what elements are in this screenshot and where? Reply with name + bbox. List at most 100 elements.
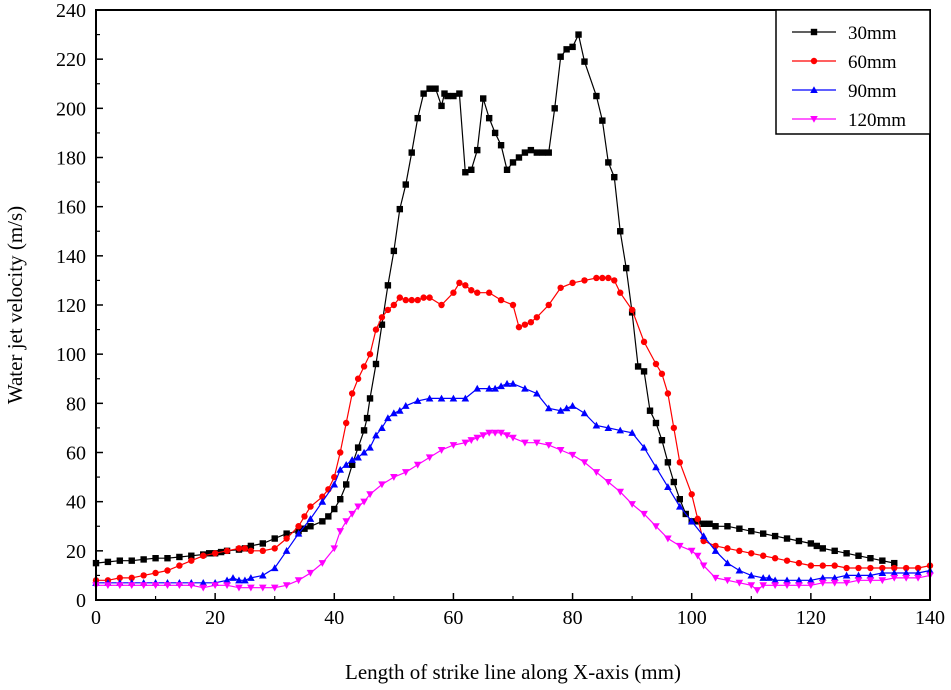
data-point-60mm [664, 390, 672, 397]
data-point-60mm [420, 294, 427, 301]
data-point-30mm [188, 552, 195, 559]
data-point-90mm [604, 424, 613, 431]
legend-box [775, 9, 931, 135]
data-point-120mm [390, 474, 398, 481]
data-point-60mm [760, 552, 767, 559]
data-point-90mm [854, 571, 863, 579]
data-point-30mm [736, 525, 743, 532]
data-point-120mm [127, 582, 136, 590]
legend: 30mm 60mm 90mm 120mm [775, 9, 931, 135]
data-point-90mm [372, 431, 380, 439]
data-point-90mm [640, 443, 648, 451]
data-point-30mm [474, 146, 481, 154]
data-point-90mm [866, 571, 875, 579]
data-point-30mm [360, 427, 368, 434]
data-point-60mm [891, 564, 898, 572]
x-tick-label: 120 [796, 607, 826, 629]
data-point-60mm [116, 574, 124, 582]
y-tick-label: 160 [56, 197, 86, 219]
data-point-60mm [831, 562, 838, 569]
data-point-30mm [128, 557, 135, 564]
data-point-60mm [319, 493, 326, 500]
data-point-30mm [372, 360, 380, 368]
data-point-60mm [724, 545, 731, 552]
x-tick-label: 80 [563, 607, 583, 629]
legend-entry-90mm: 90mm [792, 81, 897, 102]
data-point-30mm [325, 513, 332, 520]
data-point-120mm [521, 439, 529, 447]
y-tick-label: 40 [66, 492, 86, 514]
data-point-120mm [580, 459, 589, 467]
data-point-30mm [438, 102, 445, 110]
data-point-60mm [569, 279, 576, 287]
data-point-60mm [879, 564, 886, 572]
data-point-30mm [247, 542, 255, 550]
data-point-30mm [396, 205, 404, 213]
data-point-90mm [199, 578, 208, 586]
data-point-60mm [396, 294, 404, 301]
data-point-60mm [748, 550, 755, 557]
data-point-60mm [360, 363, 368, 370]
legend-entry-60mm: 60mm [792, 52, 897, 73]
data-point-120mm [318, 560, 327, 567]
y-tick-label: 20 [66, 541, 86, 563]
legend-entry-120mm: 120mm [792, 110, 906, 131]
data-point-30mm [390, 247, 398, 255]
x-tick-label: 0 [91, 607, 101, 629]
data-point-60mm [223, 547, 231, 555]
data-point-60mm [497, 296, 505, 304]
data-point-60mm [366, 350, 374, 358]
data-point-90mm [330, 480, 339, 488]
data-point-60mm [354, 375, 362, 382]
x-tick-label: 20 [205, 607, 225, 629]
data-point-90mm [294, 529, 303, 537]
data-point-90mm [842, 571, 851, 579]
data-point-120mm [199, 584, 208, 592]
data-point-30mm [891, 559, 898, 567]
data-point-60mm [152, 569, 159, 577]
data-point-30mm [116, 557, 124, 564]
data-point-60mm [247, 547, 255, 555]
data-point-30mm [617, 228, 624, 235]
data-point-60mm [652, 360, 660, 368]
data-point-120mm [878, 577, 887, 585]
data-point-90mm [759, 574, 767, 581]
data-point-30mm [783, 535, 791, 542]
data-point-120mm [187, 582, 196, 590]
data-point-60mm [295, 523, 302, 530]
data-point-30mm [539, 149, 546, 156]
data-point-30mm [807, 540, 815, 547]
data-point-90mm [270, 564, 279, 572]
data-point-60mm [640, 338, 648, 346]
series-120mm [92, 429, 934, 594]
data-point-30mm [509, 159, 517, 166]
series-60mm [92, 274, 934, 584]
data-point-60mm [408, 296, 415, 304]
data-point-120mm [104, 582, 112, 590]
data-point-60mm [390, 301, 398, 309]
data-point-90mm [676, 502, 684, 510]
data-point-120mm [211, 582, 219, 590]
legend-marker [810, 115, 818, 123]
x-tick-label: 60 [443, 607, 463, 629]
data-point-90mm [765, 574, 773, 581]
series-layer [92, 31, 934, 594]
data-point-60mm [211, 550, 219, 557]
data-point-30mm [331, 505, 338, 513]
data-point-60mm [259, 547, 266, 555]
data-point-30mm [771, 532, 779, 540]
data-point-90mm [503, 379, 511, 387]
data-point-90mm [384, 414, 392, 422]
legend-entry-30mm: 30mm [792, 23, 897, 44]
data-point-90mm [491, 384, 499, 392]
data-point-120mm [568, 451, 577, 459]
data-point-90mm [378, 424, 386, 431]
data-point-30mm [843, 550, 850, 557]
data-point-90mm [461, 394, 470, 402]
data-point-120mm [890, 574, 899, 582]
data-point-30mm [378, 321, 386, 328]
data-point-90mm [348, 456, 356, 463]
data-point-120mm [348, 510, 356, 518]
data-point-30mm [855, 552, 862, 559]
data-point-60mm [902, 564, 910, 572]
